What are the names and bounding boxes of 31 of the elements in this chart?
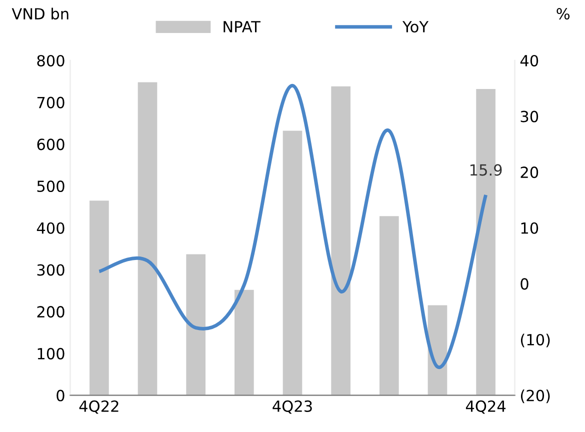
bar	[379, 216, 399, 396]
y-tick-label: 0	[56, 390, 64, 402]
bar	[234, 290, 254, 396]
bar	[331, 86, 350, 396]
y2-tick-label: 20	[520, 166, 538, 178]
legend-label: YoY	[402, 21, 429, 32]
y2-tick-label: 30	[520, 110, 538, 122]
bar	[186, 254, 206, 396]
y-axis-title: VND bn	[12, 8, 68, 20]
data-label: 15.9	[470, 164, 502, 176]
bar	[282, 130, 302, 396]
bar	[90, 200, 109, 396]
y-tick-label: 800	[37, 54, 64, 66]
y-tick-label: 200	[37, 306, 64, 318]
y2-tick-label: (20)	[520, 389, 550, 404]
y-tick-label: 100	[38, 348, 64, 360]
y2-tick-label: 10	[521, 222, 538, 234]
x-tick-label: 4Q22	[79, 400, 118, 414]
y2-tick-label: 40	[520, 54, 538, 66]
bar	[138, 82, 158, 396]
x-tick-label: 4Q24	[466, 400, 506, 414]
legend-label: NPAT	[224, 21, 260, 32]
y-tick-label: 400	[36, 222, 64, 234]
y-tick-label: 300	[37, 264, 64, 276]
y-tick-label: 500	[37, 180, 64, 192]
y2-tick-label: (10)	[520, 334, 550, 348]
y-tick-label: 700	[37, 96, 64, 108]
y-tick-label: 600	[37, 138, 64, 150]
x-tick-label: 4Q23	[272, 400, 312, 414]
y2-tick-label: 0	[520, 278, 528, 290]
y2-axis-title: %	[556, 8, 570, 20]
